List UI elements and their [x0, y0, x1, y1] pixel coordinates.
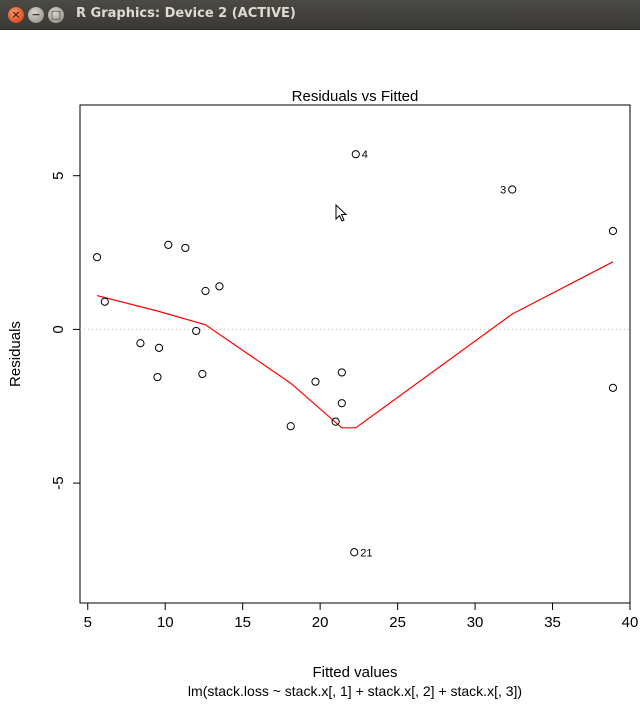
- residual-point: [608, 383, 618, 392]
- residual-point: [286, 422, 295, 431]
- maximize-window-button[interactable]: □: [48, 7, 64, 23]
- residuals-plot: Residuals vs Fitted Fitted values lm(sta…: [7, 88, 639, 699]
- y-tick-label: -5: [50, 476, 67, 489]
- residual-point: [215, 282, 224, 291]
- residual-point: [153, 372, 162, 382]
- x-tick-label: 30: [467, 614, 484, 631]
- y-tick-label: 5: [50, 172, 67, 180]
- plot-title: Residuals vs Fitted: [292, 88, 419, 105]
- residual-point: [154, 343, 164, 352]
- residual-point: [311, 377, 320, 386]
- minimize-window-button[interactable]: −: [28, 7, 44, 23]
- x-tick-label: 35: [544, 614, 561, 631]
- model-formula-subtitle: lm(stack.loss ~ stack.x[, 1] + stack.x[,…: [188, 683, 522, 699]
- smoothed-trend-line: [96, 261, 614, 429]
- residual-point: [192, 326, 201, 336]
- residual-point: [181, 243, 190, 253]
- residual-point: [337, 399, 346, 408]
- graphics-canvas: Residuals vs Fitted Fitted values lm(sta…: [0, 30, 640, 702]
- outlier-label: 3: [500, 185, 506, 197]
- residual-point: [508, 185, 517, 194]
- x-tick-label: 5: [84, 614, 92, 631]
- residual-point: [331, 417, 340, 426]
- residual-point: [164, 240, 173, 249]
- x-tick-label: 25: [389, 614, 406, 631]
- outlier-label: 4: [362, 149, 368, 161]
- mouse-pointer-icon: [335, 203, 348, 222]
- residual-point: [136, 339, 145, 348]
- outlier-label: 21: [360, 547, 372, 559]
- window-titlebar: × − □ R Graphics: Device 2 (ACTIVE): [0, 0, 640, 30]
- close-window-button[interactable]: ×: [8, 7, 24, 23]
- x-axis-label: Fitted values: [312, 664, 397, 681]
- x-tick-label: 40: [622, 614, 639, 631]
- residual-point: [351, 150, 360, 159]
- residual-point: [100, 297, 109, 306]
- residual-point: [198, 369, 207, 379]
- plot-frame: [79, 104, 631, 604]
- residual-point: [92, 253, 102, 262]
- residual-point: [608, 226, 618, 236]
- y-axis-label: Residuals: [7, 321, 24, 387]
- residual-point: [350, 548, 359, 557]
- x-tick-label: 15: [234, 614, 251, 631]
- x-tick-label: 10: [157, 614, 174, 631]
- window-title: R Graphics: Device 2 (ACTIVE): [76, 6, 296, 21]
- y-tick-label: 0: [50, 325, 67, 333]
- residual-point: [337, 368, 346, 377]
- x-tick-label: 20: [312, 614, 329, 631]
- residual-point: [201, 286, 210, 296]
